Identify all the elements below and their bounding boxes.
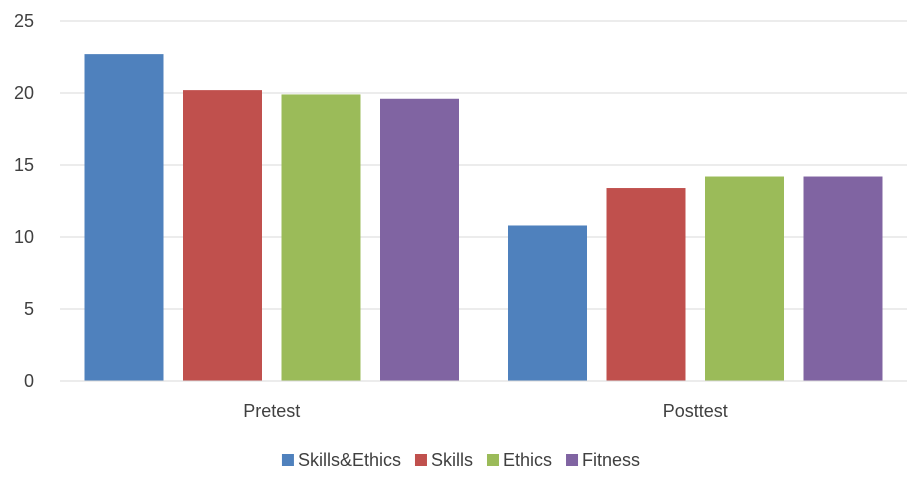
legend-item: Fitness [566,450,640,470]
legend-item: Ethics [486,450,552,470]
y-tick-label: 10 [14,227,34,247]
y-tick-label: 5 [24,299,34,319]
bar-skills-pretest [183,90,262,382]
legend-swatch [486,454,499,466]
legend-swatch [566,454,579,466]
bar-skills-ethics-posttest [508,225,587,381]
y-tick-label: 20 [14,83,34,103]
axes: 0 5 10 15 20 25 Pretest Posttest [14,11,907,421]
bars [84,54,883,382]
legend: Skills&Ethics Skills Ethics Fitness [281,450,640,470]
y-tick-label: 15 [14,155,34,175]
y-tick-label: 0 [24,371,34,391]
x-category-label: Posttest [663,401,728,421]
bar-fitness-posttest [803,176,883,381]
legend-label: Fitness [582,450,640,470]
legend-item: Skills&Ethics [281,450,401,470]
legend-swatch [281,454,294,466]
bar-ethics-posttest [705,176,784,381]
bar-ethics-pretest [281,94,361,381]
legend-label: Skills&Ethics [298,450,401,470]
legend-label: Skills [431,450,473,470]
legend-swatch [414,454,427,466]
legend-label: Ethics [503,450,552,470]
bar-skills-posttest [606,188,686,381]
y-tick-label: 25 [14,11,34,31]
legend-item: Skills [414,450,473,470]
bar-fitness-pretest [380,98,459,381]
bar-skills-ethics-pretest [84,54,164,382]
x-category-label: Pretest [243,401,300,421]
